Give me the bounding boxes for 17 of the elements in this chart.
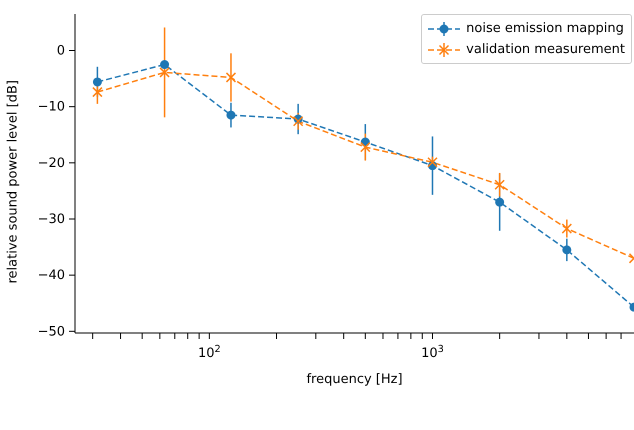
point bbox=[562, 245, 572, 254]
x-tick-label: 10$^{3}$ bbox=[421, 344, 444, 361]
x-axis-title: frequency [Hz] bbox=[306, 372, 403, 387]
point bbox=[226, 110, 236, 120]
y-tick-label: 0 bbox=[56, 44, 65, 59]
legend-label: validation measurement bbox=[466, 42, 625, 57]
legend-label: noise emission mapping bbox=[466, 21, 624, 36]
y-tick-label: −20 bbox=[38, 156, 65, 171]
y-tick-label: −50 bbox=[38, 324, 65, 340]
point bbox=[160, 60, 170, 70]
x-tick-label: 10$^{2}$ bbox=[198, 344, 221, 361]
point bbox=[92, 77, 102, 86]
y-tick-label: −30 bbox=[38, 212, 65, 227]
point bbox=[495, 198, 504, 207]
y-tick-label: −40 bbox=[38, 268, 65, 284]
y-axis-title: relative sound power level [dB] bbox=[6, 80, 21, 284]
y-tick-label: −10 bbox=[38, 100, 65, 115]
